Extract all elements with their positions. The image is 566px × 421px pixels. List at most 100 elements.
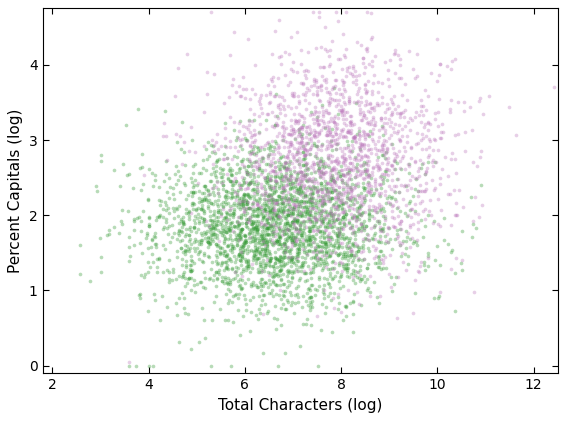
Point (334, 290, 343, 297)
Point (391, 188, 400, 195)
Point (318, 104, 327, 111)
Point (302, 198, 311, 205)
Point (289, 224, 298, 231)
Point (286, 256, 295, 263)
Point (305, 87, 314, 93)
Point (358, 127, 367, 134)
Point (276, 219, 285, 226)
Point (423, 126, 432, 133)
Point (275, 213, 284, 220)
Point (354, 244, 363, 250)
Point (179, 304, 188, 311)
Point (261, 92, 271, 99)
Point (250, 195, 259, 202)
Point (318, 220, 327, 226)
Point (292, 218, 301, 225)
Point (291, 225, 300, 232)
Point (278, 248, 288, 255)
Point (374, 218, 383, 224)
Point (272, 199, 281, 206)
Point (237, 145, 246, 152)
Point (331, 165, 340, 172)
Point (294, 180, 303, 187)
Point (342, 133, 351, 140)
Point (96, 152, 105, 158)
Point (276, 206, 285, 213)
Point (333, 294, 342, 301)
Point (183, 51, 192, 58)
Point (271, 200, 280, 207)
Point (209, 160, 218, 167)
Point (319, 229, 328, 236)
Point (190, 281, 199, 288)
Point (348, 205, 357, 212)
Point (319, 171, 328, 177)
Point (346, 184, 355, 191)
Point (243, 163, 252, 170)
Point (306, 163, 315, 170)
Point (367, 171, 376, 178)
Point (281, 253, 290, 260)
Point (364, 183, 373, 190)
Point (218, 259, 227, 266)
Point (296, 211, 305, 218)
Point (208, 185, 217, 192)
Point (241, 212, 250, 218)
Point (291, 135, 300, 142)
Point (346, 225, 355, 232)
Point (248, 131, 257, 138)
Point (417, 160, 426, 167)
Point (248, 257, 258, 264)
Point (382, 146, 391, 152)
Point (351, 218, 361, 225)
Point (357, 99, 366, 106)
Point (245, 231, 254, 238)
Point (372, 217, 381, 224)
Point (348, 222, 357, 229)
Point (252, 228, 261, 234)
Point (294, 263, 303, 270)
Point (334, 196, 343, 203)
Point (281, 165, 290, 171)
Point (264, 277, 273, 283)
Point (125, 171, 134, 177)
Point (323, 189, 332, 196)
Point (244, 192, 253, 198)
Point (312, 178, 321, 184)
Point (271, 28, 280, 35)
Point (315, 261, 324, 268)
Point (315, 197, 324, 203)
Point (361, 174, 370, 181)
Point (329, 179, 338, 185)
Point (304, 49, 313, 56)
Point (368, 88, 377, 95)
Point (234, 225, 243, 232)
Point (226, 202, 235, 209)
Point (326, 297, 335, 304)
Point (331, 140, 340, 147)
Point (244, 163, 253, 169)
Point (268, 272, 277, 279)
Point (246, 204, 255, 211)
Point (304, 237, 313, 244)
Point (243, 216, 252, 223)
Point (384, 239, 393, 246)
Point (298, 259, 307, 266)
Point (406, 177, 415, 184)
Point (364, 182, 373, 189)
Point (165, 175, 174, 181)
Point (255, 262, 264, 269)
Point (355, 146, 364, 152)
Point (256, 240, 265, 247)
Point (229, 182, 238, 189)
Point (142, 229, 151, 236)
Point (249, 254, 258, 261)
Point (200, 217, 209, 224)
Point (357, 221, 366, 227)
Point (345, 243, 354, 250)
Point (432, 158, 441, 165)
Point (266, 223, 275, 230)
Point (213, 234, 222, 241)
Point (418, 160, 427, 166)
Point (289, 188, 298, 195)
